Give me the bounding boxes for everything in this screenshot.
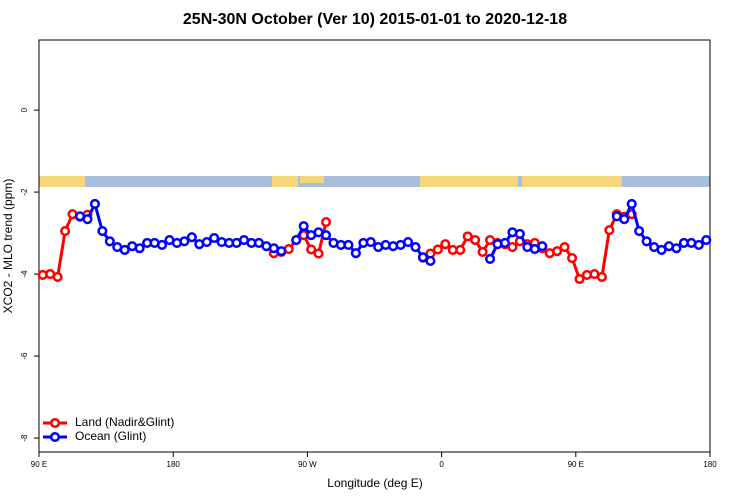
data-point <box>455 244 466 255</box>
data-point <box>596 271 607 283</box>
data-point <box>432 244 443 255</box>
data-point <box>641 236 652 247</box>
data-point <box>410 241 421 253</box>
y-tick-label: -6 <box>20 352 29 360</box>
x-axis-label: Longitude (deg E) <box>327 476 422 490</box>
data-point <box>671 243 682 254</box>
data-point <box>693 239 704 251</box>
data-point <box>559 241 570 253</box>
data-point <box>60 225 71 237</box>
y-tick-label: -4 <box>20 270 29 278</box>
data-point <box>343 239 354 251</box>
data-point <box>417 252 429 263</box>
data-point <box>276 246 287 257</box>
data-point <box>119 244 130 255</box>
data-point <box>507 241 518 253</box>
x-tick-label: 90 W <box>298 460 317 469</box>
data-point <box>350 248 361 259</box>
data-point <box>365 237 376 248</box>
data-point <box>403 237 414 248</box>
data-point <box>514 228 525 239</box>
x-tick-label: 180 <box>167 460 181 469</box>
data-point <box>470 235 481 246</box>
data-point <box>574 273 585 285</box>
data-point <box>634 225 645 237</box>
data-point <box>320 216 332 228</box>
data-point <box>537 241 548 252</box>
data-point <box>440 239 451 250</box>
data-point <box>209 232 220 244</box>
data-point <box>97 225 108 237</box>
data-point <box>626 198 637 210</box>
x-tick-label: 90 E <box>31 460 47 469</box>
data-point <box>485 253 496 264</box>
chart-title: 25N-30N October (Ver 10) 2015-01-01 to 2… <box>183 11 567 28</box>
data-point <box>179 236 190 247</box>
data-point <box>201 237 212 248</box>
data-point <box>656 244 667 255</box>
data-point <box>425 255 436 267</box>
data-point <box>701 235 712 246</box>
data-point <box>156 239 168 251</box>
data-point <box>462 231 473 242</box>
map-strip <box>39 176 710 187</box>
data-point <box>89 198 100 210</box>
x-tick-label: 90 E <box>568 460 584 469</box>
data-point <box>291 235 302 246</box>
x-tick-label: 180 <box>703 460 717 469</box>
data-point <box>306 244 317 255</box>
legend-marker <box>49 431 61 443</box>
y-tick-label: 0 <box>20 107 29 112</box>
data-point <box>477 246 488 257</box>
data-point <box>298 221 309 232</box>
plot-frame <box>38 39 711 453</box>
data-point <box>313 248 324 259</box>
data-point <box>604 225 615 236</box>
x-tick-label: 0 <box>439 460 444 469</box>
data-point <box>134 243 145 254</box>
legend-label: Ocean (Glint) <box>75 429 146 443</box>
data-point <box>52 271 63 283</box>
data-point <box>567 253 578 264</box>
data-point <box>619 214 630 225</box>
data-point <box>320 230 332 241</box>
data-point <box>186 232 197 243</box>
y-tick-label: -2 <box>20 188 29 196</box>
legend-marker <box>49 417 61 429</box>
y-tick-label: -8 <box>20 434 29 442</box>
data-point <box>104 236 115 247</box>
data-point <box>499 237 511 248</box>
y-axis-label: XCO2 - MLO trend (ppm) <box>1 179 15 314</box>
legend-label: Land (Nadir&Glint) <box>75 415 174 429</box>
data-point <box>552 246 563 257</box>
data-point <box>82 214 93 225</box>
